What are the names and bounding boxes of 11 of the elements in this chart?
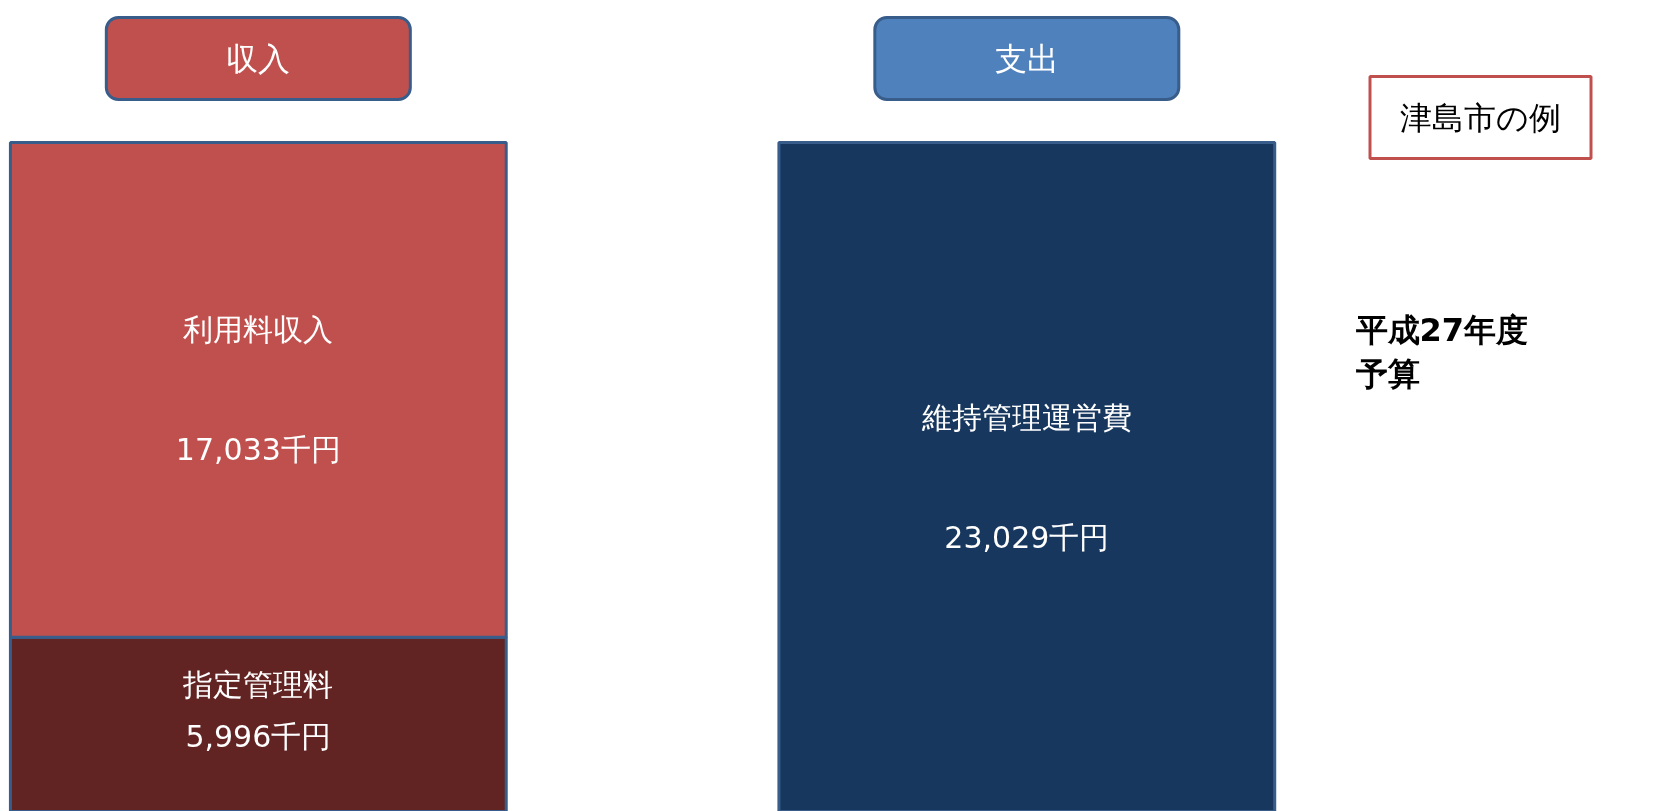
text: 津島市の例 (1400, 98, 1561, 137)
series-label: 利用料収入 (183, 312, 334, 348)
x-tick-label: 支出 (994, 39, 1059, 78)
annotation: 平成27年度 (1354, 310, 1529, 349)
data-label: 5,996千円 (185, 718, 332, 754)
data-label: 17,033千円 (175, 432, 341, 468)
series-label: 維持管理運営費 (920, 399, 1132, 435)
data-label: 23,029千円 (944, 519, 1110, 555)
series-label: 指定管理料 (182, 666, 334, 702)
x-tick-label: 収入 (226, 39, 291, 78)
annotation: 予算 (1354, 354, 1420, 393)
